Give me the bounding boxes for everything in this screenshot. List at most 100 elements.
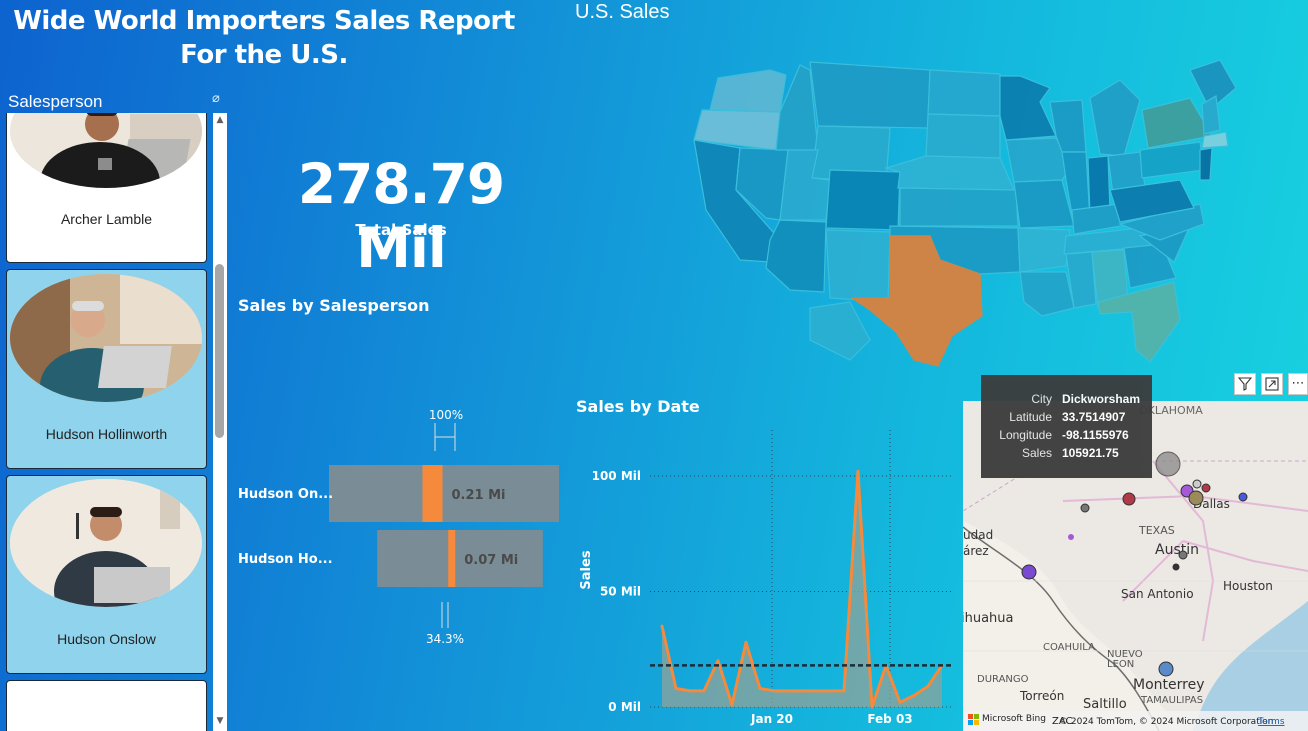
state-south-dakota [925,113,1001,159]
scroll-down-arrow-icon[interactable]: ▼ [216,716,224,726]
sales-by-date-chart[interactable]: 0 Mil 50 Mil 100 Mil Sales Jan 20 Feb 03 [570,420,965,731]
us-sales-map-title: U.S. Sales [575,1,670,23]
y-tick-label: 50 Mil [600,585,641,599]
sales-data-point [912,693,916,697]
bar-value-mark [448,530,456,587]
city-bubble[interactable] [1080,503,1090,513]
state-alaska [809,301,871,361]
city-bubble[interactable] [1178,550,1188,560]
map-tooltip: City Dickworsham Latitude 33.7514907 Longi… [981,375,1152,478]
state-montana [809,61,931,129]
state-washington [709,69,787,113]
filter-icon[interactable] [1234,373,1256,395]
state-missouri [1013,179,1075,229]
state-arizona [765,219,827,293]
us-filled-map[interactable] [680,40,1240,370]
slicer-card-hudson-onslow[interactable]: Hudson Onslow [6,475,207,674]
salesperson-photo [10,479,202,607]
city-bubble[interactable] [1068,534,1074,540]
bar-category-label: Hudson On... [238,487,333,502]
bar-reference-top-label: 100% [429,408,463,422]
bar-data-label: 0.21 Mi [452,488,506,503]
map-label-coahuila: COAHUILA [1043,642,1095,653]
salesperson-name: Archer Lamble [60,211,153,227]
tooltip-row: Latitude 33.7514907 [981,410,1152,428]
state-colorado [825,169,901,231]
y-tick-label: 0 Mil [608,700,641,714]
x-tick-label: Feb 03 [867,712,912,726]
bar-background [377,530,543,587]
state-louisiana [1019,271,1075,317]
sales-area-fill [662,471,942,707]
state-north-dakota [927,69,1001,117]
state-new-jersey [1199,147,1213,181]
sales-data-point [730,703,734,707]
map-label-texas: TEXAS [1138,524,1175,537]
map-label-houston: Houston [1223,579,1273,593]
map-label-durango: DURANGO [977,674,1029,685]
city-bubble[interactable] [1155,451,1181,477]
line-chart-title: Sales by Date [576,397,700,416]
map-label-monterrey: Monterrey [1133,677,1204,693]
map-label-leon: LEON [1107,659,1134,670]
total-sales-value: 278.79 Mil [297,152,505,280]
eraser-icon[interactable]: ⌀ [212,91,220,106]
salesperson-slicer-list[interactable]: Archer Lamble Hudson Hollinworth [0,113,213,731]
city-bubble[interactable] [1172,563,1180,571]
map-label-chihuahua: ihuahua [963,611,1014,626]
city-bubble[interactable] [1188,490,1204,506]
state-georgia [1123,243,1177,289]
state-new-mexico [825,229,891,303]
tooltip-value: -98.1155976 [1062,428,1129,442]
state-massachusetts [1201,131,1229,149]
map-terms-link[interactable]: Terms [1257,717,1285,727]
city-bubble[interactable] [1238,492,1248,502]
city-bubble[interactable] [1192,479,1202,489]
tooltip-value: Dickworsham [1062,392,1141,406]
y-tick-label: 100 Mil [592,469,641,483]
slicer-card-archer-lamble[interactable]: Archer Lamble [6,113,207,263]
sales-data-point [828,689,832,693]
sales-data-point [772,689,776,693]
focus-mode-icon[interactable] [1261,373,1283,395]
tooltip-row: City Dickworsham [981,392,1152,410]
city-bubble[interactable] [1122,492,1136,506]
city-bubble-map[interactable]: OKLAHOMA Dallas TEXAS Austin San Antonio… [963,401,1308,731]
map-label-zac: ZAC [1052,716,1073,727]
slicer-card-hudson-hollinworth[interactable]: Hudson Hollinworth [6,269,207,469]
salesperson-photo [10,113,202,188]
city-bubble[interactable] [1021,564,1037,580]
sales-data-point [786,689,790,693]
bar-reference-bottom-label: 34.3% [426,632,464,646]
map-label-saltillo: Saltillo [1083,697,1127,712]
map-label-torreon: Torreón [1019,689,1064,703]
bar-data-label: 0.07 Mi [464,553,518,568]
scroll-up-arrow-icon[interactable]: ▲ [216,115,224,125]
tooltip-key: Sales [1021,446,1052,460]
total-sales-label: Total Sales [355,221,447,239]
city-bubble[interactable] [1158,661,1174,677]
salesperson-name: Hudson Hollinworth [45,426,168,442]
state-kansas [899,187,1019,227]
salesperson-photo [10,274,202,402]
more-options-icon[interactable]: ⋯ [1288,373,1308,395]
map-attribution: © 2024 TomTom, © 2024 Microsoft Corporat… [1059,717,1273,727]
map-label-san-antonio: San Antonio [1121,587,1194,601]
x-tick-label: Jan 20 [750,712,793,726]
sales-line [660,469,944,709]
map-label-ciudad: udad [963,528,993,542]
bar-value-mark [422,465,443,522]
sales-data-point [758,687,762,691]
tooltip-key: Longitude [999,428,1052,442]
sales-data-point [814,689,818,693]
bar-category-label: Hudson Ho... [238,552,333,567]
state-texas [850,235,983,367]
bar-reference-bottom-marker [441,602,449,628]
city-bubble[interactable] [1201,483,1211,493]
tooltip-value: 105921.75 [1062,446,1119,460]
slicer-card-empty[interactable] [6,680,207,731]
sales-data-point [716,659,720,663]
sales-data-point [800,689,804,693]
sales-by-salesperson-chart[interactable]: 100% 0.21 Mi Hudson On... 0.07 Mi Hudson Ho.… [230,395,570,655]
scroll-thumb[interactable] [215,264,224,438]
